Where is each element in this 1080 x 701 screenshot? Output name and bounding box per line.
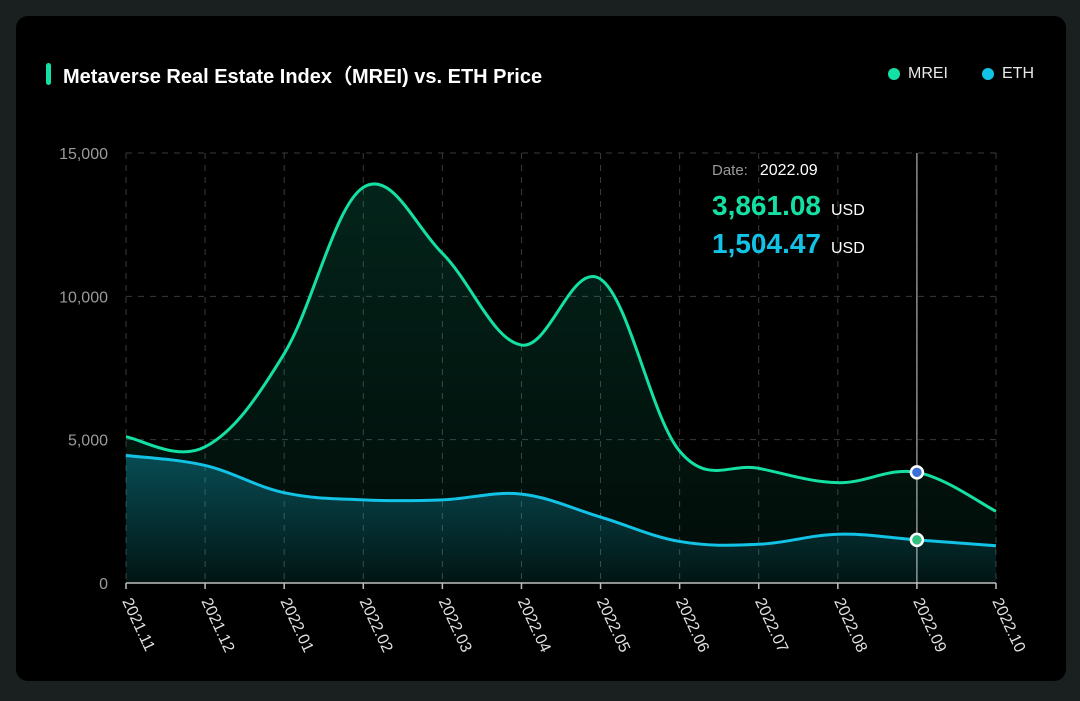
tooltip-eth-value: 1,504.47 (712, 228, 821, 259)
legend-dot-eth (982, 68, 994, 80)
tooltip-mrei-unit: USD (831, 202, 865, 219)
y-tick-label: 15,000 (59, 146, 108, 163)
line-chart[interactable]: 0 5,000 10,000 15,000 2021.11 2021.12 2022.01 2… (16, 16, 1066, 681)
line-eth (125, 453, 997, 548)
chart-header: Metaverse Real Estate Index（MREI) vs. ET… (46, 62, 543, 88)
x-tick-label: 2022.03 (435, 596, 475, 656)
legend-label-mrei: MREI (908, 65, 948, 82)
y-tick-label: 10,000 (59, 289, 108, 306)
tooltip-date: 2022.09 (759, 162, 818, 179)
x-tick-label: 2022.10 (988, 596, 1028, 656)
x-tick-label: 2022.06 (672, 596, 712, 656)
area-mrei (126, 183, 996, 583)
legend-label-eth: ETH (1002, 65, 1034, 82)
tooltip-mrei-value: 3,861.08 (712, 190, 821, 221)
tooltip-eth-unit: USD (831, 240, 865, 257)
legend-item-mrei[interactable]: MREI (888, 65, 948, 83)
chart-legend: MREI ETH (888, 62, 1034, 86)
x-tick-label: 2022.08 (830, 596, 870, 656)
title-accent-bar (46, 63, 51, 85)
tooltip-date-label: Date: (712, 162, 748, 179)
legend-dot-mrei (888, 68, 900, 80)
x-tick-label: 2021.12 (197, 596, 237, 656)
chart-tooltip: Date: 2022.09 3,861.08 USD 1,504.47 USD (712, 162, 912, 260)
chart-card: Metaverse Real Estate Index（MREI) vs. ET… (16, 16, 1066, 681)
highlight-point-mrei (909, 465, 925, 480)
chart-title: Metaverse Real Estate Index（MREI) vs. ET… (63, 65, 543, 88)
x-tick-label: 2022.09 (909, 596, 949, 656)
x-tick-label: 2022.04 (514, 596, 554, 656)
y-tick-label: 0 (99, 576, 108, 593)
x-tick-label: 2022.01 (277, 596, 317, 656)
x-tick-label: 2022.07 (751, 596, 791, 656)
highlight-point-eth (909, 532, 925, 548)
legend-item-eth[interactable]: ETH (982, 65, 1034, 83)
line-mrei (125, 182, 997, 513)
y-tick-label: 5,000 (68, 433, 108, 450)
x-tick-label: 2022.02 (356, 596, 396, 656)
x-tick-label: 2021.11 (118, 596, 157, 655)
area-eth (126, 455, 996, 583)
x-tick-label: 2022.05 (593, 596, 633, 656)
